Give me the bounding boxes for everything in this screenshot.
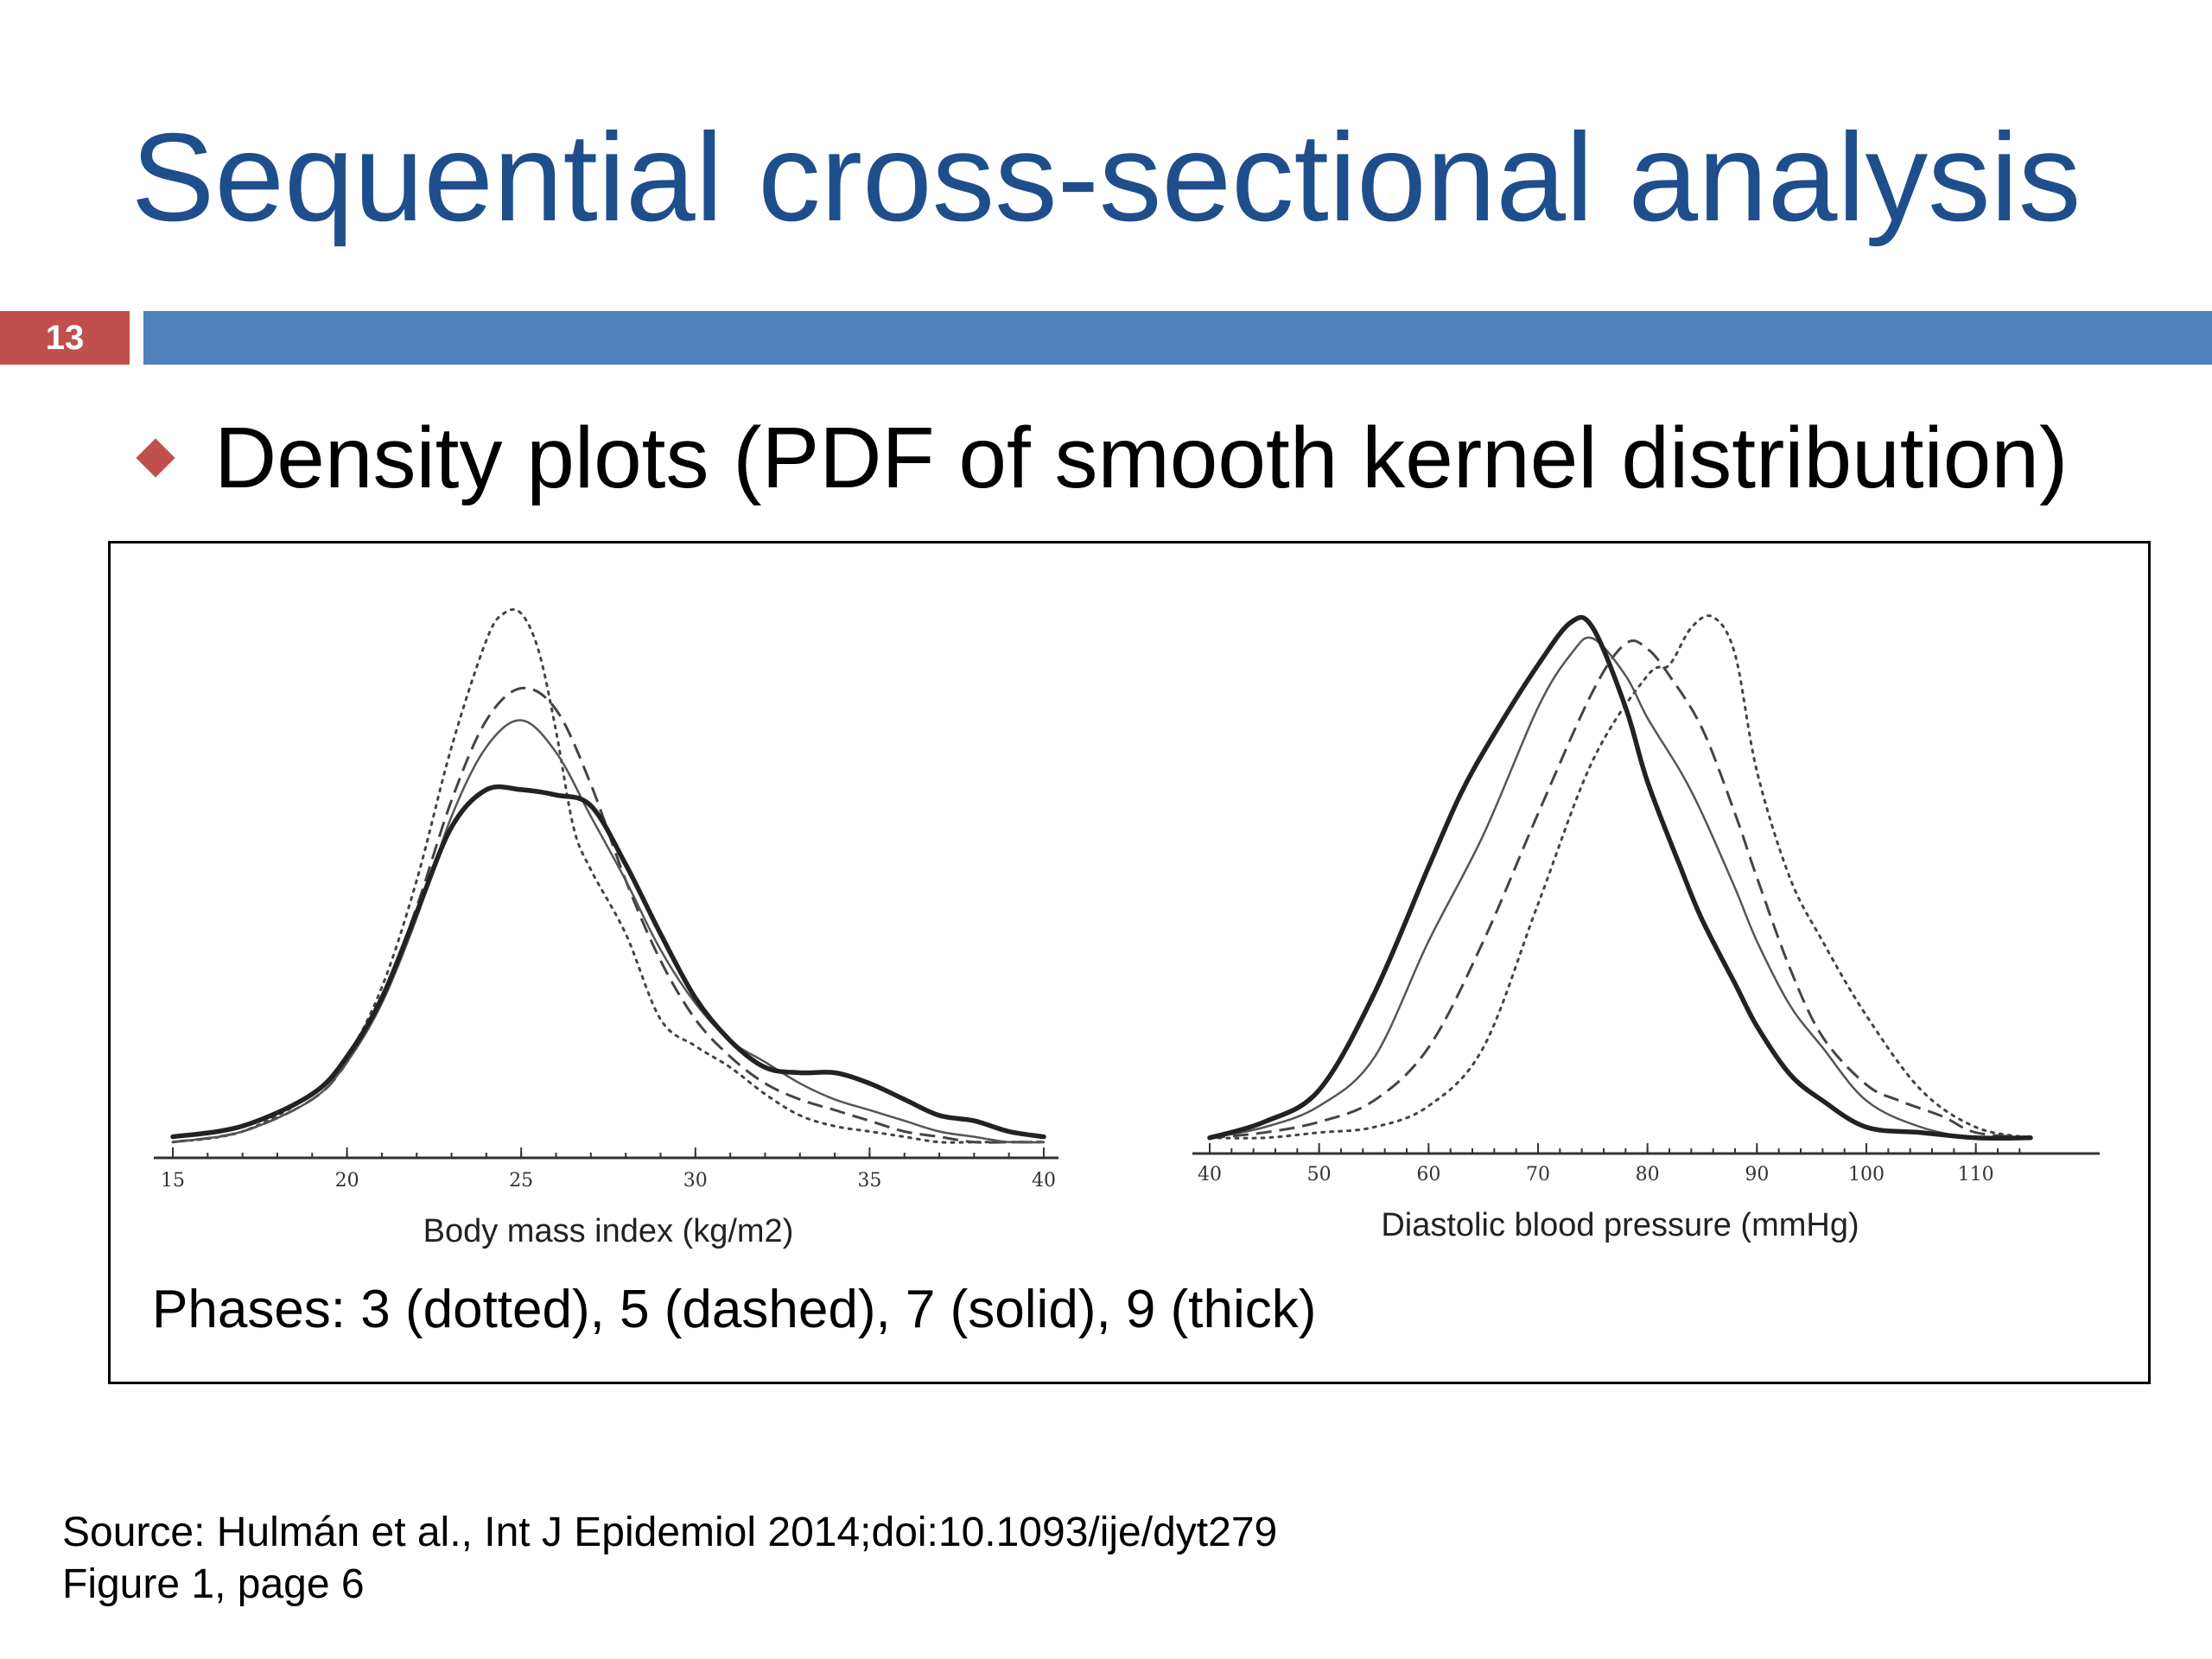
x-tick-label: 40 (1198, 1164, 1222, 1185)
x-tick-label: 60 (1416, 1164, 1440, 1185)
x-tick-label: 100 (1848, 1164, 1885, 1185)
bullet-item: Density plots (PDF of smooth kernel dist… (130, 402, 2068, 514)
density-curve-phase-7 (171, 719, 1046, 1144)
x-tick-label: 20 (335, 1170, 359, 1192)
dbp-density-chart: Diastolic blood pressure (mmHg) 40 50 60 70… (1192, 614, 2100, 1243)
density-curve-phase-3 (1208, 614, 2032, 1140)
x-tick-label: 30 (683, 1170, 708, 1192)
source-line: Source: Hulmán et al., Int J Epidemiol 2… (62, 1510, 1278, 1555)
x-tick-label: 35 (857, 1170, 881, 1192)
x-tick-label: 110 (1958, 1164, 1994, 1185)
x-tick-label: 25 (509, 1170, 533, 1192)
density-curve-phase-5 (172, 686, 1044, 1144)
figure-caption: Phases: 3 (dotted), 5 (dashed), 7 (solid… (152, 1280, 1317, 1339)
figure-reference: Figure 1, page 6 (62, 1561, 365, 1607)
source-citation: Source: Hulmán et al., Int J Epidemiol 2… (62, 1507, 1277, 1611)
bmi-density-chart: Body mass index (kg/m2) 15 20 25 30 35 40 (154, 607, 1058, 1249)
x-axis-label: Body mass index (kg/m2) (423, 1213, 794, 1249)
density-curve-phase-9 (170, 784, 1046, 1140)
x-tick-label: 40 (1032, 1170, 1056, 1192)
title-rule (143, 311, 2212, 365)
density-curve-phase-5 (1209, 639, 2031, 1140)
x-tick-label: 70 (1526, 1164, 1550, 1185)
slide-title: Sequential cross-sectional analysis (130, 107, 2082, 247)
density-curve-phase-7 (1208, 636, 2032, 1140)
slide-number: 13 (0, 311, 130, 365)
density-curve-phase-9 (1207, 614, 2033, 1141)
bullet-text: Density plots (PDF of smooth kernel dist… (214, 409, 2069, 506)
x-tick-label: 50 (1307, 1164, 1332, 1185)
x-tick-label: 80 (1636, 1164, 1660, 1185)
density-curve-phase-3 (171, 607, 1046, 1144)
x-tick-label: 15 (161, 1170, 185, 1192)
figure-frame (108, 541, 2151, 1384)
x-axis-label: Diastolic blood pressure (mmHg) (1381, 1207, 1859, 1243)
x-tick-label: 90 (1745, 1164, 1769, 1185)
